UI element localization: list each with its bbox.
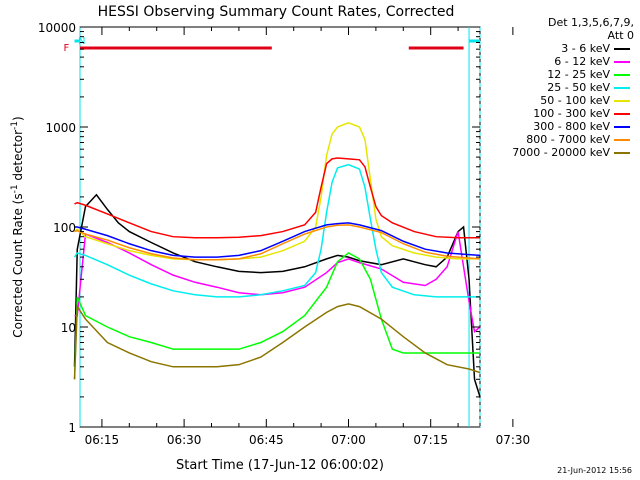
y-tick-label: 1 [68,421,76,435]
y-axis-label-mid: detector [11,130,25,185]
legend-entry-swatch [614,100,630,102]
legend-entry: 12 - 25 keV [486,68,634,81]
y-tick-label: 100 [53,221,76,235]
y-tick-label: 1000 [45,121,76,135]
legend-entry-label: 25 - 50 keV [547,81,610,94]
y-axis-label-sup2: -1 [10,121,20,130]
legend-entry-swatch [614,113,630,115]
series-line-1 [74,231,481,333]
legend-header-attenuator: Att 0 [607,29,634,42]
legend-entry-label: 50 - 100 keV [540,94,610,107]
x-tick-label: 06:15 [85,433,120,447]
x-tick-label: 07:00 [331,433,366,447]
legend-entry-label: 12 - 25 keV [547,68,610,81]
series-line-5 [74,157,480,239]
legend-entry-label: 7000 - 20000 keV [512,146,610,159]
legend-entry-label: 6 - 12 keV [554,55,610,68]
legend-entry-swatch [614,139,630,141]
y-axis-label-main: Corrected Count Rate (s [11,193,25,337]
legend-entry: 100 - 300 keV [486,107,634,120]
legend-entry: 25 - 50 keV [486,81,634,94]
y-tick-label: 10 [61,321,76,335]
series-lines [73,122,481,398]
flag-bars: NF [64,27,481,427]
flare-flag-label: F [64,43,70,54]
x-tick-label: 06:30 [167,433,202,447]
legend-entry-swatch [614,61,630,63]
series-line-2 [73,252,480,380]
legend-entry-label: 3 - 6 keV [561,42,610,55]
legend-entry-swatch [614,87,630,89]
series-line-4 [74,122,480,261]
series-line-3 [73,163,480,298]
series-line-7 [74,224,481,261]
legend-entries: 3 - 6 keV 6 - 12 keV 12 - 25 keV 25 - 50 ke… [486,42,634,159]
legend-entry-swatch [614,126,630,128]
legend-entry: 3 - 6 keV [486,42,634,55]
x-tick-label: 07:15 [413,433,448,447]
series-line-8 [73,303,481,380]
legend-entry-label: 800 - 7000 keV [526,133,610,146]
legend-entry-label: 100 - 300 keV [533,107,610,120]
y-axis-label-sup1: -1 [10,184,20,193]
legend-entry-swatch [614,48,630,50]
legend-entry: 6 - 12 keV [486,55,634,68]
legend-header-detectors: Det 1,3,5,6,7,9, [547,16,634,29]
y-tick-label: 10000 [38,21,76,35]
legend-entry-swatch [614,74,630,76]
y-axis-label: Corrected Count Rate (s-1 detector-1) [10,116,25,337]
x-tick-label: 06:45 [249,433,284,447]
legend-entry: 300 - 800 keV [486,120,634,133]
x-axis-label: Start Time (17-Jun-12 06:00:02) [176,458,384,473]
series-line-0 [73,193,481,398]
series-line-6 [74,222,481,258]
legend-entry-swatch [614,152,630,154]
x-axis: 06:15 06:30 06:45 07:00 07:15 07:30 [85,27,531,447]
legend-entry: 50 - 100 keV [486,94,634,107]
chart-title: HESSI Observing Summary Count Rates, Cor… [98,4,455,20]
x-tick-label: 07:30 [496,433,531,447]
legend-entry: 800 - 7000 keV [486,133,634,146]
legend-entry-label: 300 - 800 keV [533,120,610,133]
y-axis: 1 10 100 1000 10000 [38,21,480,435]
legend: Det 1,3,5,6,7,9, Att 0 3 - 6 keV 6 - 12 k… [486,16,634,159]
y-axis-label-end: ) [11,116,25,121]
night-flag-label: N [78,36,85,47]
timestamp: 21-Jun-2012 15:56 [557,466,632,475]
legend-entry: 7000 - 20000 keV [486,146,634,159]
